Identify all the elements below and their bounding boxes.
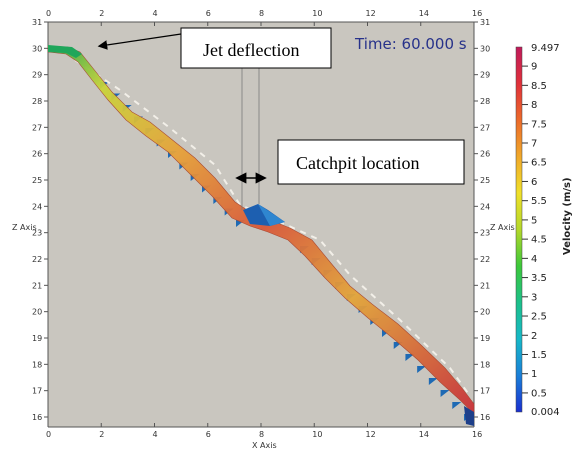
z-tick-label-left: 31	[32, 18, 42, 27]
x-tick-label-bottom: 16	[472, 430, 482, 439]
x-tick-label-top: 6	[206, 9, 211, 18]
z-tick-label-right: 26	[480, 150, 490, 159]
jet-deflection-box	[180, 27, 332, 69]
jet-deflection-label: Jet deflection	[203, 40, 299, 60]
colorbar-tick-label: 9	[531, 62, 537, 73]
z-tick-label-right: 16	[480, 413, 490, 422]
spillway-step	[405, 354, 415, 361]
z-tick-label-right: 25	[480, 176, 490, 185]
colorbar-tick-label: 8	[531, 100, 537, 111]
z-tick-label-right: 19	[480, 334, 490, 343]
x-tick-label-bottom: 8	[259, 430, 264, 439]
z-tick-label-right: 21	[480, 281, 490, 290]
x-tick-label-top: 14	[419, 9, 429, 18]
x-tick-label-bottom: 4	[153, 430, 158, 439]
flow-outlet	[464, 406, 474, 426]
z-tick-label-right: 22	[480, 255, 490, 264]
spillway-step	[417, 366, 427, 373]
colorbar-tick-label: 6	[531, 177, 537, 188]
z-tick-label-right: 17	[480, 387, 490, 396]
colorbar-tick-label: 3.5	[531, 273, 547, 284]
spillway-step	[440, 390, 450, 397]
colorbar-tick-label: 4.5	[531, 235, 547, 246]
bottom-axis-title: X Axis	[252, 441, 277, 450]
z-tick-label-left: 17	[32, 387, 42, 396]
x-tick-label-top: 12	[366, 9, 376, 18]
colorbar-tick-label: 1.5	[531, 350, 547, 361]
x-tick-label-top: 8	[259, 9, 264, 18]
left-axis-title: Z Axis	[12, 223, 37, 232]
z-tick-label-left: 25	[32, 176, 42, 185]
spillway-step	[428, 378, 438, 385]
x-tick-label-bottom: 12	[366, 430, 376, 439]
colorbar-tick-label: 6.5	[531, 158, 547, 169]
z-tick-label-right: 18	[480, 360, 490, 369]
x-tick-label-top: 0	[46, 9, 51, 18]
colorbar-title: Velocity (m/s)	[562, 177, 573, 255]
x-tick-label-bottom: 2	[99, 430, 104, 439]
catchpit-wedge-light	[258, 204, 285, 226]
time-label: Time: 60.000 s	[354, 35, 467, 53]
z-tick-label-left: 21	[32, 281, 42, 290]
z-tick-label-left: 24	[32, 202, 42, 211]
z-tick-label-left: 27	[32, 123, 42, 132]
colorbar-tick-label: 7.5	[531, 119, 547, 130]
colorbar-tick-label: 3	[531, 292, 537, 303]
x-tick-label-bottom: 6	[206, 430, 211, 439]
x-tick-label-top: 4	[153, 9, 158, 18]
spillway-step	[452, 402, 462, 409]
colorbar-tick-label: 1	[531, 369, 537, 380]
x-tick-label-top: 10	[312, 9, 322, 18]
colorbar-tick-label: 2	[531, 331, 537, 342]
z-tick-label-right: 23	[480, 229, 490, 238]
z-tick-label-left: 30	[32, 44, 42, 53]
x-tick-label-bottom: 10	[312, 430, 322, 439]
z-tick-label-left: 19	[32, 334, 42, 343]
z-tick-label-left: 28	[32, 97, 42, 106]
z-tick-label-left: 16	[32, 413, 42, 422]
colorbar-tick-label: 8.5	[531, 81, 547, 92]
z-tick-label-right: 28	[480, 97, 490, 106]
catchpit-location-box	[277, 139, 465, 185]
catchpit-location-label: Catchpit location	[296, 153, 419, 173]
z-tick-label-left: 26	[32, 150, 42, 159]
z-tick-label-right: 30	[480, 44, 490, 53]
x-tick-label-top: 2	[99, 9, 104, 18]
z-tick-label-right: 27	[480, 123, 490, 132]
jet-inflow	[48, 45, 82, 58]
z-tick-label-right: 24	[480, 202, 490, 211]
colorbar-tick-label: 4	[531, 254, 537, 265]
colorbar-ticks: 9 8.5 8 7.5 7 6.5 6 5.5 5 4.5 4 3.5 3 2.5 2 1.5 1 0.5	[522, 62, 547, 399]
x-tick-label-bottom: 14	[419, 430, 429, 439]
colorbar-tick-label: 7	[531, 139, 537, 150]
colorbar	[515, 46, 523, 413]
z-tick-label-left: 20	[32, 308, 42, 317]
jet-deflection-arrow	[97, 33, 182, 50]
z-tick-label-right: 31	[480, 18, 490, 27]
colorbar-tick-label: 5	[531, 215, 537, 226]
x-tick-label-bottom: 0	[46, 430, 51, 439]
x-tick-label-top: 16	[472, 9, 482, 18]
z-tick-label-left: 23	[32, 229, 42, 238]
colorbar-min-label: 0.004	[531, 407, 560, 418]
right-axis-title: Z Axis	[490, 223, 515, 232]
z-tick-label-right: 29	[480, 71, 490, 80]
z-tick-label-left: 18	[32, 360, 42, 369]
z-tick-label-left: 29	[32, 71, 42, 80]
colorbar-tick-label: 5.5	[531, 196, 547, 207]
colorbar-tick-label: 2.5	[531, 312, 547, 323]
colorbar-tick-label: 0.5	[531, 388, 547, 399]
z-tick-label-right: 20	[480, 308, 490, 317]
z-tick-label-left: 22	[32, 255, 42, 264]
colorbar-max-label: 9.497	[531, 43, 560, 54]
